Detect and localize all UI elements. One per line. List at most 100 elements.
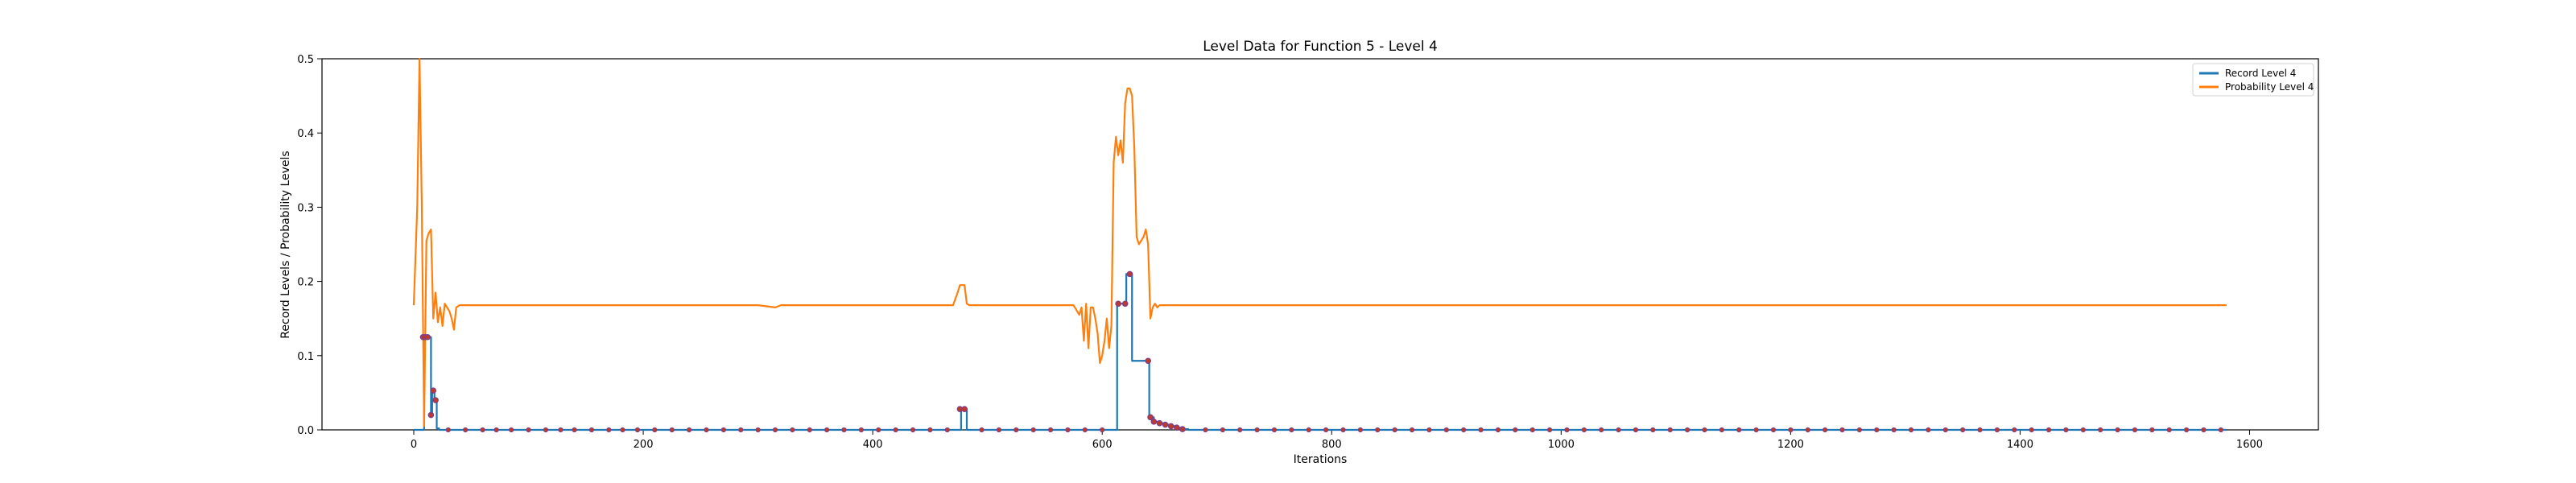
x-axis: 0 200 400 600 800 1000 1200 1400 1600 [411, 430, 2263, 451]
baseline-point-marker [1581, 427, 1587, 433]
y-tick-label: 0.4 [297, 128, 314, 140]
baseline-point-marker [1788, 427, 1794, 433]
baseline-point-marker [2149, 427, 2155, 433]
y-tick-label: 0.0 [297, 425, 314, 437]
baseline-point-marker [1271, 427, 1278, 433]
baseline-point-marker [1736, 427, 1742, 433]
baseline-point-marker [558, 427, 564, 433]
baseline-point-marker [606, 427, 612, 433]
baseline-point-marker [2132, 427, 2138, 433]
baseline-point-marker [755, 427, 761, 433]
record-point-marker [1121, 300, 1129, 308]
record-point-marker [1167, 423, 1174, 430]
baseline-point-marker [807, 427, 812, 433]
baseline-point-marker [858, 427, 864, 433]
baseline-point-marker [2029, 427, 2034, 433]
baseline-point-marker [893, 427, 898, 433]
baseline-point-marker [2218, 427, 2223, 433]
baseline-point-marker [669, 427, 675, 433]
baseline-point-marker [2166, 427, 2172, 433]
baseline-point-marker [1546, 427, 1553, 433]
baseline-point-marker [445, 427, 451, 433]
baseline-point-marker [1960, 427, 1966, 433]
baseline-point-marker [1667, 427, 1673, 433]
chart-title: Level Data for Function 5 - Level 4 [1203, 39, 1438, 55]
baseline-point-marker [1375, 427, 1381, 433]
baseline-point-marker [1289, 427, 1294, 433]
baseline-point-marker [1426, 427, 1432, 433]
baseline-point-marker [1203, 427, 1208, 433]
baseline-point-marker [1977, 427, 1983, 433]
baseline-point-marker [1392, 427, 1397, 433]
baseline-point-marker [588, 427, 595, 433]
x-tick-label: 1400 [2007, 439, 2033, 451]
baseline-point-marker [1839, 427, 1845, 433]
baseline-point-marker [1357, 427, 1363, 433]
baseline-point-marker [686, 427, 692, 433]
baseline-point-marker [509, 427, 514, 433]
record-point-marker [432, 397, 439, 403]
baseline-point-marker [1856, 427, 1862, 433]
baseline-point-marker [1599, 427, 1604, 433]
x-tick-label: 1600 [2236, 439, 2263, 451]
record-point-marker [1150, 419, 1158, 425]
baseline-point-marker [1495, 427, 1501, 433]
x-tick-label: 400 [863, 439, 883, 451]
baseline-point-marker [841, 427, 847, 433]
baseline-point-marker [738, 427, 744, 433]
baseline-point-marker [1306, 427, 1311, 433]
y-axis-label: Record Levels / Probability Levels [279, 151, 292, 338]
baseline-point-marker [2201, 427, 2207, 433]
baseline-point-marker [1461, 427, 1467, 433]
baseline-point-marker [824, 427, 830, 433]
baseline-point-marker [1237, 427, 1243, 433]
baseline-point-marker [2183, 427, 2190, 433]
baseline-point-marker [1874, 427, 1880, 433]
record-point-marker [1174, 424, 1180, 431]
series-line-record-level-4 [414, 273, 2227, 431]
series-layer [412, 57, 2227, 431]
y-tick-label: 0.2 [297, 277, 314, 289]
baseline-point-marker [1926, 427, 1931, 433]
baseline-point-marker [772, 427, 778, 433]
baseline-point-marker [704, 427, 709, 433]
series-line-probability-level-4 [412, 57, 2227, 427]
record-point-marker [1179, 426, 1186, 432]
baseline-point-marker [720, 427, 726, 433]
baseline-point-marker [543, 427, 549, 433]
baseline-point-marker [1616, 427, 1621, 433]
baseline-point-marker [1323, 427, 1329, 433]
baseline-point-marker [1340, 427, 1346, 433]
baseline-point-marker [979, 427, 985, 433]
baseline-point-marker [1805, 427, 1810, 433]
x-tick-label: 200 [634, 439, 654, 451]
baseline-point-marker [2115, 427, 2120, 433]
x-tick-label: 0 [411, 439, 417, 451]
baseline-point-marker [1908, 427, 1914, 433]
baseline-point-marker [1254, 427, 1260, 433]
record-point-marker [427, 411, 435, 419]
baseline-point-marker [1770, 427, 1777, 433]
baseline-point-marker [620, 427, 625, 433]
baseline-point-marker [1513, 427, 1518, 433]
y-tick-label: 0.3 [297, 202, 314, 214]
baseline-point-marker [1220, 427, 1225, 433]
x-tick-label: 600 [1092, 439, 1113, 451]
baseline-point-marker [1478, 427, 1484, 433]
y-tick-label: 0.1 [297, 351, 314, 363]
record-point-marker [430, 387, 437, 394]
baseline-point-marker [2098, 427, 2103, 433]
legend-box [2192, 63, 2314, 97]
x-axis-label: Iterations [1294, 453, 1348, 466]
baseline-point-marker [944, 427, 950, 433]
baseline-point-marker [1994, 427, 2000, 433]
record-point-marker [961, 406, 968, 412]
baseline-point-marker [1564, 427, 1570, 433]
y-tick-label: 0.5 [297, 54, 314, 66]
baseline-point-marker [634, 427, 641, 433]
baseline-point-marker [1082, 427, 1088, 433]
baseline-point-marker [927, 427, 933, 433]
x-tick-label: 800 [1322, 439, 1342, 451]
baseline-point-marker [572, 427, 577, 433]
